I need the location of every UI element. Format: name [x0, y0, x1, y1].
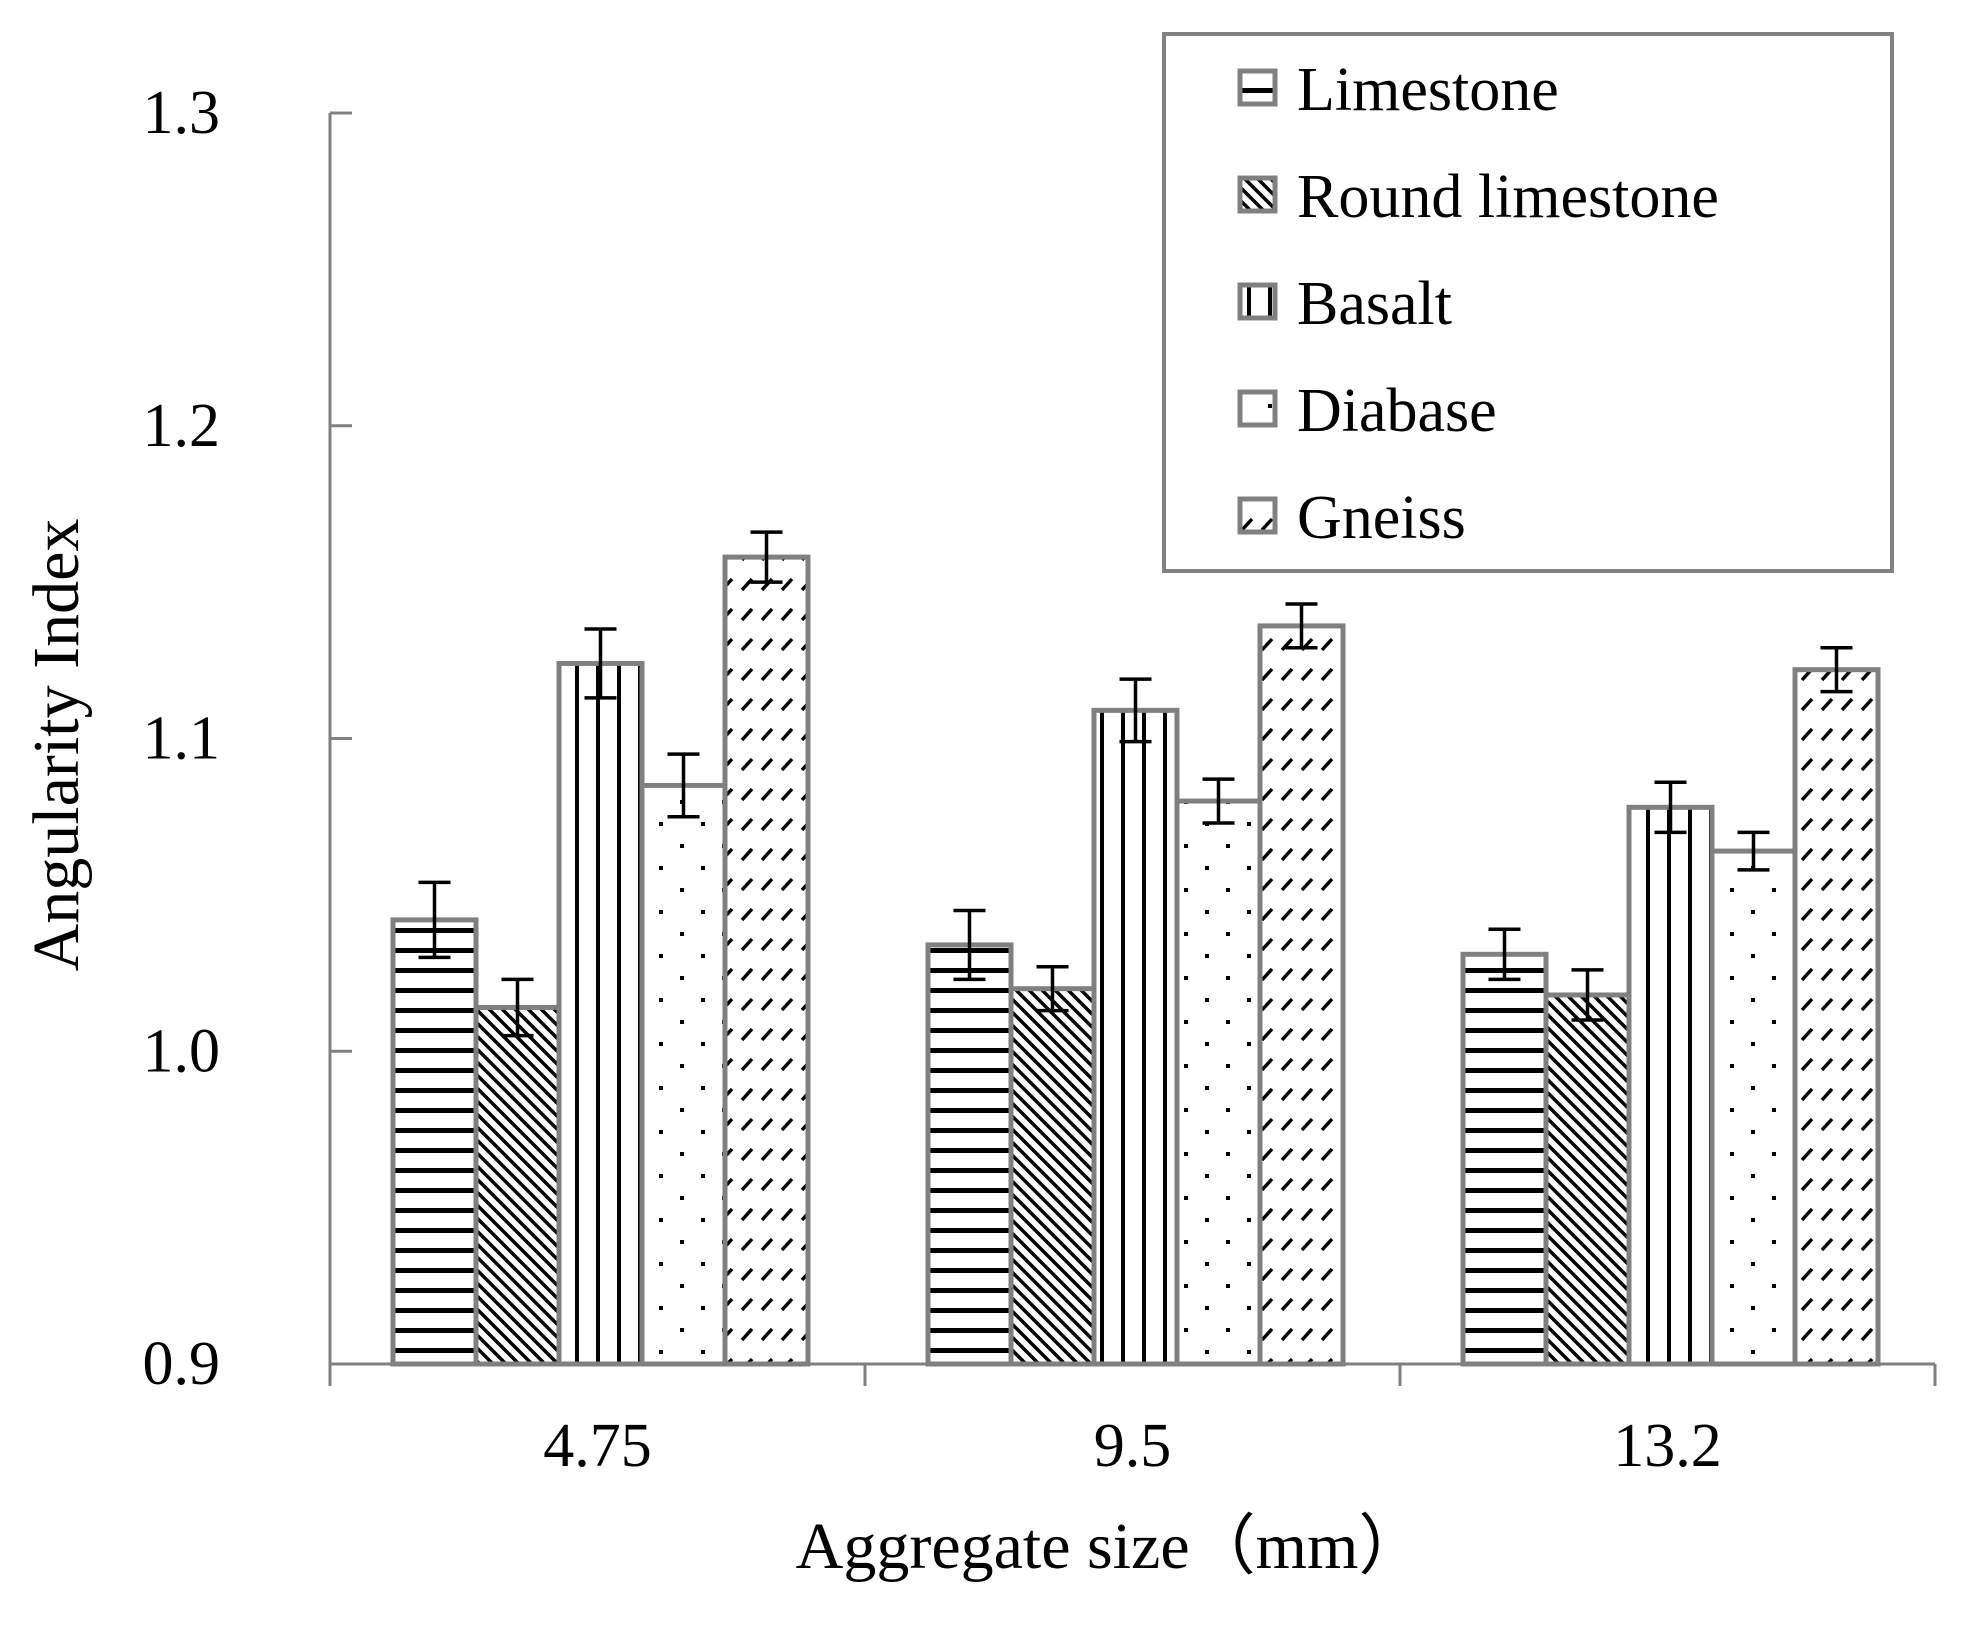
- axis-labels: 0.9 1.0 1.1 1.2 1.3 4.75 9.5 13.2 Aggregate size…: [20, 79, 1722, 1583]
- bar-gneiss-9.5: [1257, 623, 1346, 1367]
- error-bar-limestone-4.75: [418, 880, 451, 960]
- legend-box: [1162, 32, 1894, 573]
- y-tick-label: 1.0: [143, 1017, 221, 1085]
- legend-item-round-limestone: Round limestone: [1237, 163, 1719, 231]
- bar-limestone-13.2: [1460, 951, 1549, 1367]
- error-bar-gneiss-9.5: [1285, 602, 1318, 650]
- bar-diabase-13.2: [1709, 848, 1798, 1367]
- error-bar-diabase-9.5: [1202, 777, 1235, 825]
- y-tick-label: 1.1: [143, 705, 221, 773]
- error-bar-round-limestone-9.5: [1036, 965, 1069, 1013]
- x-tick-label: 4.75: [543, 1412, 652, 1480]
- legend-item-diabase: Diabase: [1237, 377, 1497, 445]
- legend-item-basalt: Basalt: [1237, 270, 1452, 338]
- error-bar-limestone-9.5: [953, 908, 986, 982]
- x-axis-title: Aggregate size（mm）: [796, 1510, 1425, 1583]
- legend-item-gneiss: Gneiss: [1237, 484, 1466, 552]
- bar-gneiss-4.75: [722, 554, 811, 1367]
- legend-item-limestone: Limestone: [1237, 56, 1559, 124]
- legend-label: Limestone: [1297, 56, 1559, 124]
- legend-swatch: [1237, 175, 1278, 214]
- error-bar-basalt-13.2: [1654, 780, 1687, 835]
- error-bar-diabase-4.75: [667, 752, 700, 819]
- y-tick-label: 1.2: [143, 392, 221, 460]
- legend-swatch: [1237, 282, 1278, 321]
- legend-label: Gneiss: [1297, 484, 1466, 552]
- y-axis-title: Angularity Index: [20, 519, 93, 972]
- x-tick-label: 9.5: [1094, 1412, 1172, 1480]
- error-bar-basalt-4.75: [584, 627, 617, 700]
- bar-diabase-4.75: [639, 782, 728, 1367]
- legend-swatch: [1237, 389, 1278, 428]
- bar-round-limestone-4.75: [473, 1004, 562, 1367]
- error-bar-round-limestone-13.2: [1571, 968, 1604, 1022]
- bar-gneiss-13.2: [1792, 667, 1881, 1367]
- bar-limestone-4.75: [390, 917, 479, 1367]
- legend-swatch: [1237, 496, 1278, 535]
- x-tick-label: 13.2: [1613, 1412, 1722, 1480]
- bar-basalt-4.75: [556, 660, 645, 1367]
- legend-label: Diabase: [1297, 377, 1497, 445]
- bar-basalt-13.2: [1626, 804, 1715, 1367]
- y-tick-label: 1.3: [143, 79, 221, 147]
- error-bar-basalt-9.5: [1119, 677, 1152, 744]
- legend-swatch: [1237, 68, 1278, 107]
- legend-label: Basalt: [1297, 270, 1452, 338]
- error-bar-diabase-13.2: [1737, 830, 1770, 872]
- bar-round-limestone-9.5: [1008, 986, 1097, 1367]
- error-bars-layer: [418, 530, 1853, 1038]
- error-bar-gneiss-13.2: [1820, 646, 1853, 694]
- legend-label: Round limestone: [1297, 163, 1719, 231]
- error-bar-gneiss-4.75: [750, 530, 783, 584]
- bar-basalt-9.5: [1091, 707, 1180, 1367]
- legend: Limestone Round limestone Basalt Diabase Gne…: [1162, 32, 1894, 573]
- bar-diabase-9.5: [1174, 798, 1263, 1367]
- bar-round-limestone-13.2: [1543, 992, 1632, 1367]
- error-bar-round-limestone-4.75: [501, 977, 534, 1038]
- y-tick-label: 0.9: [143, 1330, 221, 1398]
- error-bar-limestone-13.2: [1488, 927, 1521, 982]
- axes: [328, 111, 1937, 1386]
- bar-limestone-9.5: [925, 942, 1014, 1367]
